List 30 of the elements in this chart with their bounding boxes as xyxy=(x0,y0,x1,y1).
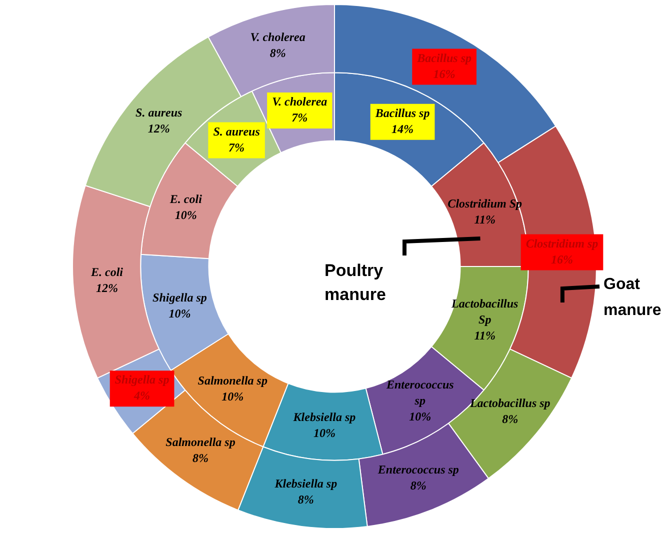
slice-label: Salmonella sp xyxy=(166,435,236,449)
data-label: 16% xyxy=(550,252,573,266)
data-label: 4% xyxy=(133,388,150,403)
data-label: 8% xyxy=(502,412,518,426)
data-label: 8% xyxy=(298,492,314,507)
data-label: 12% xyxy=(148,121,170,136)
slice-label: Shigella sp xyxy=(114,372,170,387)
slice-label: V. cholerea xyxy=(250,30,306,44)
data-label: 8% xyxy=(270,46,286,60)
data-label: 12% xyxy=(96,280,118,295)
slice-label: S. aureus xyxy=(136,105,183,120)
data-label: Bacillus sp 14% xyxy=(374,106,430,136)
slice-label: Bacillus sp xyxy=(416,50,472,65)
slice-label: E. coli xyxy=(90,264,124,279)
data-label: Enterococcus sp 10% xyxy=(385,378,454,424)
data-label: Shigella sp 10% xyxy=(152,290,207,320)
data-label: 8% xyxy=(410,478,426,493)
data-label: 8% xyxy=(192,451,209,465)
data-label: V. cholerea 7% xyxy=(272,94,328,125)
data-label: E. coli 10% xyxy=(168,192,203,222)
slice-label: Clostridium sp xyxy=(526,236,598,250)
slice-label: Lactobacillus sp xyxy=(468,396,550,410)
slice-label: Klebsiella sp xyxy=(274,476,338,491)
slice-label: Goat manure xyxy=(604,276,662,319)
data-label: S. aureus 7% xyxy=(213,124,260,154)
slice-label: Enterococcus sp xyxy=(376,462,459,477)
data-label: 16% xyxy=(433,66,456,81)
data-label: Salmonella sp 10% xyxy=(198,374,268,404)
slice-label: Poultry manure xyxy=(324,261,386,304)
data-label: Klebsiella sp 10% xyxy=(292,410,356,440)
